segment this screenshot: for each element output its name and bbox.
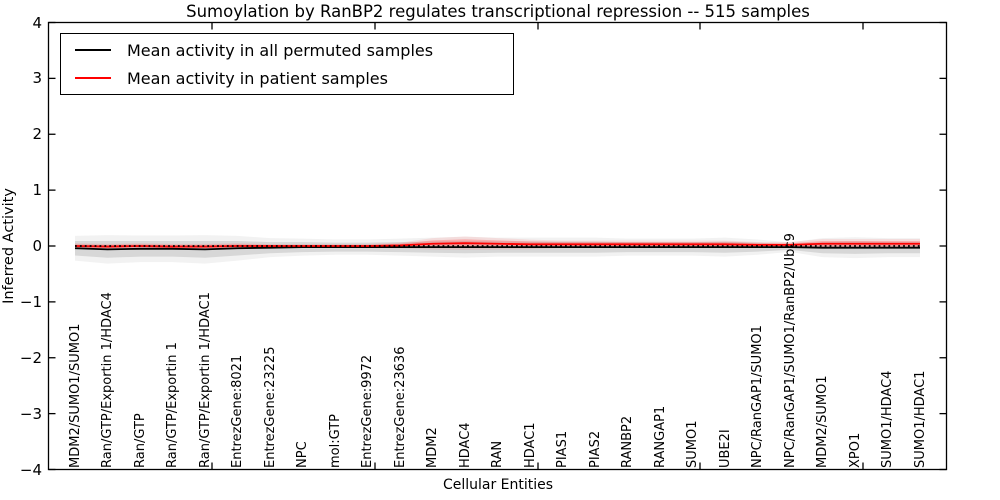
x-category-label: EntrezGene:23225 — [262, 346, 278, 468]
legend: Mean activity in all permuted samples Me… — [60, 33, 514, 95]
x-category-label: RAN — [490, 440, 505, 468]
y-tick-label: 0 — [32, 237, 42, 255]
x-category-label: HDAC1 — [522, 422, 538, 468]
legend-entry-patient: Mean activity in patient samples — [75, 66, 513, 90]
x-category-label: MDM2 — [425, 427, 440, 468]
x-category-label: Ran/GTP/Exportin 1/HDAC4 — [100, 292, 115, 468]
x-category-label: MDM2/SUMO1/SUMO1 — [67, 323, 83, 468]
x-category-label: NPC/RanGAP1/SUMO1 — [750, 325, 765, 468]
x-category-label: NPC/RanGAP1/SUMO1/RanBP2/Ubc9 — [782, 233, 798, 468]
y-tick-label: 1 — [32, 181, 42, 200]
permuted-samples-spread-band — [75, 235, 920, 264]
Mean-activity-in-all-permuted-samples — [74, 246, 920, 251]
y-tick-label: 4 — [32, 13, 42, 32]
legend-label: Mean activity in all permuted samples — [127, 40, 434, 60]
x-category-label: UBE2I — [717, 429, 733, 468]
permuted-line-swatch-icon — [75, 49, 111, 51]
x-category-label: MDM2/SUMO1 — [815, 375, 830, 468]
y-tick-label: −2 — [19, 348, 42, 367]
x-category-label: RANGAP1 — [652, 405, 668, 468]
x-category-label: SUMO1/HDAC1 — [912, 370, 928, 468]
chart-title: Sumoylation by RanBP2 regulates transcri… — [186, 2, 810, 21]
y-tick-label: 2 — [32, 125, 42, 144]
y-tick-label: −1 — [19, 292, 42, 311]
x-category-label: EntrezGene:9972 — [360, 354, 375, 468]
x-category-label: NPC — [295, 441, 310, 468]
x-category-label: Ran/GTP — [132, 413, 148, 468]
patient-line-swatch-icon — [75, 77, 111, 79]
x-category-label: PIAS2 — [587, 430, 603, 468]
x-category-label: Ran/GTP/Exportin 1 — [165, 342, 180, 468]
x-category-label: RANBP2 — [620, 415, 635, 468]
y-tick-label: −4 — [19, 460, 42, 479]
legend-entry-permuted: Mean activity in all permuted samples — [75, 38, 513, 62]
x-category-label: mol:GTP — [327, 414, 343, 468]
x-category-label: EntrezGene:8021 — [230, 354, 245, 468]
x-category-label: XPO1 — [847, 432, 863, 468]
x-category-label: SUMO1/HDAC4 — [880, 370, 895, 468]
legend-label: Mean activity in patient samples — [127, 68, 388, 88]
x-category-label: Ran/GTP/Exportin 1/HDAC1 — [197, 292, 213, 468]
y-tick-label: 3 — [32, 69, 42, 88]
x-category-label: EntrezGene:23636 — [392, 346, 408, 468]
Mean-activity-in-patient-samples — [74, 242, 920, 248]
x-category-label: PIAS1 — [555, 430, 570, 468]
x-axis-label: Cellular Entities — [442, 477, 554, 493]
y-tick-label: −3 — [19, 404, 42, 423]
x-category-label: HDAC4 — [457, 422, 473, 468]
x-category-label: SUMO1 — [685, 420, 700, 469]
